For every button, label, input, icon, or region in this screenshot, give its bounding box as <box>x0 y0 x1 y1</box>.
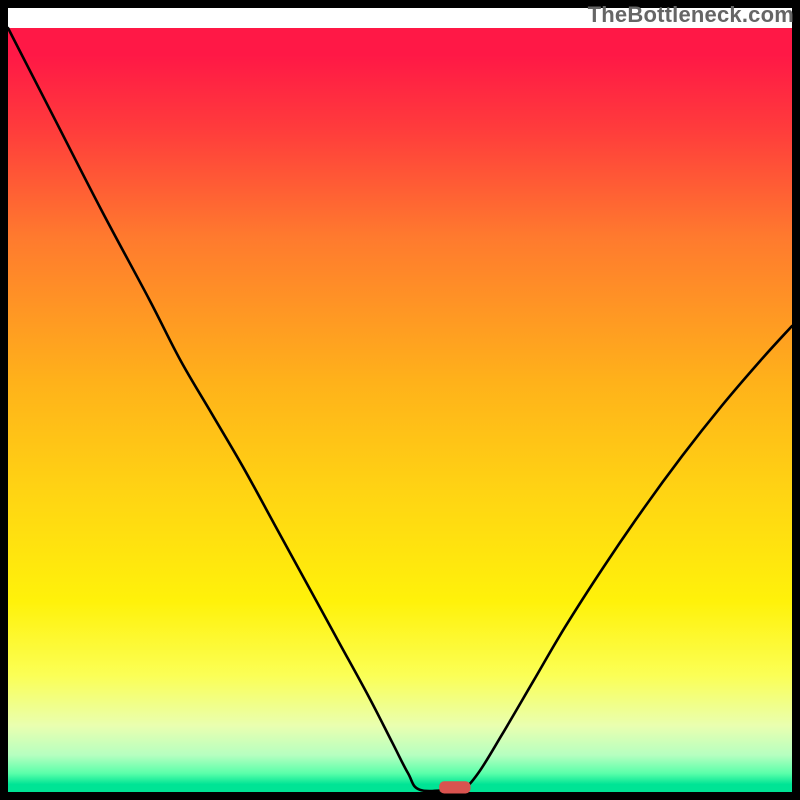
bottleneck-chart: TheBottleneck.com <box>0 0 800 800</box>
chart-plot <box>0 0 800 800</box>
watermark-label: TheBottleneck.com <box>588 2 794 28</box>
